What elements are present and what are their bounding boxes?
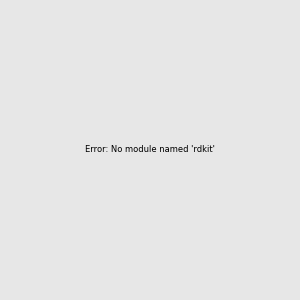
Text: Error: No module named 'rdkit': Error: No module named 'rdkit': [85, 146, 215, 154]
